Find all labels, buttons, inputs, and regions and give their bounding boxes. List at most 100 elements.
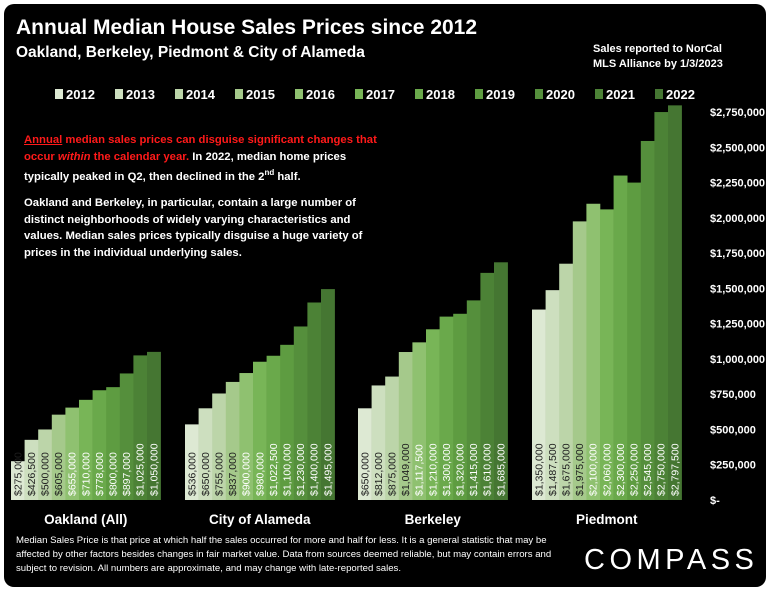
legend-swatch-2016 [295, 89, 303, 99]
data-label: $1,022,500 [268, 443, 280, 496]
bar-city-of-alameda-2017 [253, 361, 267, 500]
source-note: Sales reported to NorCal MLS Alliance by… [593, 42, 753, 72]
bar-oakland-all--2015 [51, 414, 66, 500]
bar-oakland-all--2017 [79, 399, 93, 500]
data-label: $1,210,000 [427, 443, 439, 496]
footnote: Median Sales Price is that price at whic… [16, 535, 552, 574]
bar-berkeley-2013 [371, 385, 386, 500]
legend-label-2017: 2017 [366, 87, 395, 102]
data-label: $1,487,500 [547, 443, 559, 496]
data-label: $1,300,000 [441, 443, 453, 496]
bar-piedmont-2012 [532, 309, 546, 500]
data-label: $1,050,000 [148, 443, 160, 496]
data-label: $426,500 [26, 452, 38, 496]
source-line-2: MLS Alliance by 1/3/2023 [593, 58, 723, 70]
bar-berkeley-2014 [385, 376, 400, 500]
data-label: $800,000 [108, 452, 120, 496]
bar-oakland-all--2022 [147, 351, 161, 500]
bar-berkeley-2016 [412, 342, 427, 500]
data-label: $1,610,000 [482, 443, 494, 496]
legend-label-2013: 2013 [126, 87, 155, 102]
data-label: $710,000 [80, 452, 92, 496]
legend-label-2012: 2012 [66, 87, 95, 102]
data-label: $655,000 [67, 452, 79, 496]
data-label: $275,000 [12, 452, 24, 496]
category-label: Oakland (All) [44, 512, 127, 527]
y-tick-label: $2,000,000 [710, 213, 765, 225]
legend-label-2015: 2015 [246, 87, 275, 102]
chart-title: Annual Median House Sales Prices since 2… [16, 16, 478, 39]
bar-berkeley-2015 [398, 352, 413, 500]
source-line-1: Sales reported to NorCal [593, 43, 722, 55]
legend-swatch-2013 [115, 89, 123, 99]
data-label: $837,000 [227, 452, 239, 496]
bar-berkeley-2012 [358, 408, 372, 500]
y-tick-label: $2,250,000 [710, 178, 765, 190]
legend-label-2021: 2021 [606, 87, 635, 102]
bar-berkeley-2022 [494, 262, 508, 500]
bar-oakland-all--2018 [92, 390, 107, 500]
annotation-within: within [57, 150, 91, 163]
legend-swatch-2020 [535, 89, 543, 99]
legend-swatch-2015 [235, 89, 243, 99]
annotation-annual: Annual [24, 134, 63, 146]
data-label: $1,495,000 [322, 443, 334, 496]
bar-oakland-all--2014 [38, 429, 53, 500]
bar-piedmont-2022 [668, 105, 682, 501]
bar-chart: 2012 2013 2014 2015 2016 2017 2018 2019 2020 2021… [11, 87, 765, 527]
data-label: $2,100,000 [588, 443, 600, 496]
category-label: City of Alameda [209, 512, 311, 527]
legend-label-2022: 2022 [666, 87, 695, 102]
legend-label-2018: 2018 [426, 87, 455, 102]
category-label: Piedmont [576, 512, 638, 527]
annotation-red-b: the calendar year. [90, 150, 190, 163]
y-tick-label: $1,750,000 [710, 248, 765, 260]
bar-berkeley-2021 [480, 272, 495, 500]
data-label: $1,350,000 [533, 443, 545, 496]
bar-piedmont-2020 [640, 140, 655, 501]
data-label: $650,000 [200, 452, 212, 496]
bar-city-of-alameda-2018 [266, 355, 281, 500]
legend-label-2014: 2014 [186, 87, 216, 102]
annotation-paragraph-2: Oakland and Berkeley, in particular, con… [24, 197, 363, 259]
data-label: $812,000 [373, 452, 385, 496]
bar-piedmont-2019 [627, 182, 642, 500]
bar-berkeley-2019 [453, 313, 468, 500]
data-label: $875,000 [387, 452, 399, 496]
data-label: $500,000 [40, 452, 52, 496]
data-label: $897,000 [121, 452, 133, 496]
legend-swatch-2018 [415, 89, 423, 99]
bar-oakland-all--2013 [24, 439, 39, 500]
data-label: $1,685,000 [495, 443, 507, 496]
data-label: $1,117,500 [414, 444, 426, 496]
data-label: $1,320,000 [455, 443, 467, 496]
data-label: $2,060,000 [601, 443, 613, 496]
bar-oakland-all--2012 [11, 461, 25, 500]
annotation-text: Annual median sales prices can disguise … [24, 132, 386, 271]
legend-swatch-2014 [175, 89, 183, 99]
data-label: $900,000 [241, 452, 253, 496]
y-tick-label: $500,000 [710, 424, 756, 436]
y-tick-label: $1,250,000 [710, 319, 765, 331]
data-label: $1,049,000 [400, 443, 412, 496]
bar-piedmont-2014 [559, 263, 574, 500]
bar-oakland-all--2020 [119, 373, 134, 500]
bar-piedmont-2021 [654, 112, 669, 500]
bar-city-of-alameda-2013 [198, 408, 213, 500]
bar-piedmont-2017 [600, 209, 614, 500]
bar-city-of-alameda-2014 [212, 393, 227, 500]
annotation-red-a: median sales prices can disguise signifi… [24, 134, 377, 163]
data-label: $2,250,000 [629, 443, 641, 496]
data-label: $2,750,000 [656, 443, 668, 496]
y-tick-label: $1,500,000 [710, 283, 765, 295]
legend-swatch-2022 [655, 89, 663, 99]
y-tick-label: $2,750,000 [710, 107, 765, 119]
legend-label-2019: 2019 [486, 87, 515, 102]
y-tick-label: $2,500,000 [710, 142, 765, 154]
bar-city-of-alameda-2016 [239, 373, 254, 500]
data-label: $980,000 [254, 452, 266, 496]
data-label: $1,400,000 [309, 443, 321, 496]
legend-label-2016: 2016 [306, 87, 335, 102]
bar-city-of-alameda-2021 [307, 302, 322, 500]
bar-city-of-alameda-2020 [293, 326, 308, 500]
